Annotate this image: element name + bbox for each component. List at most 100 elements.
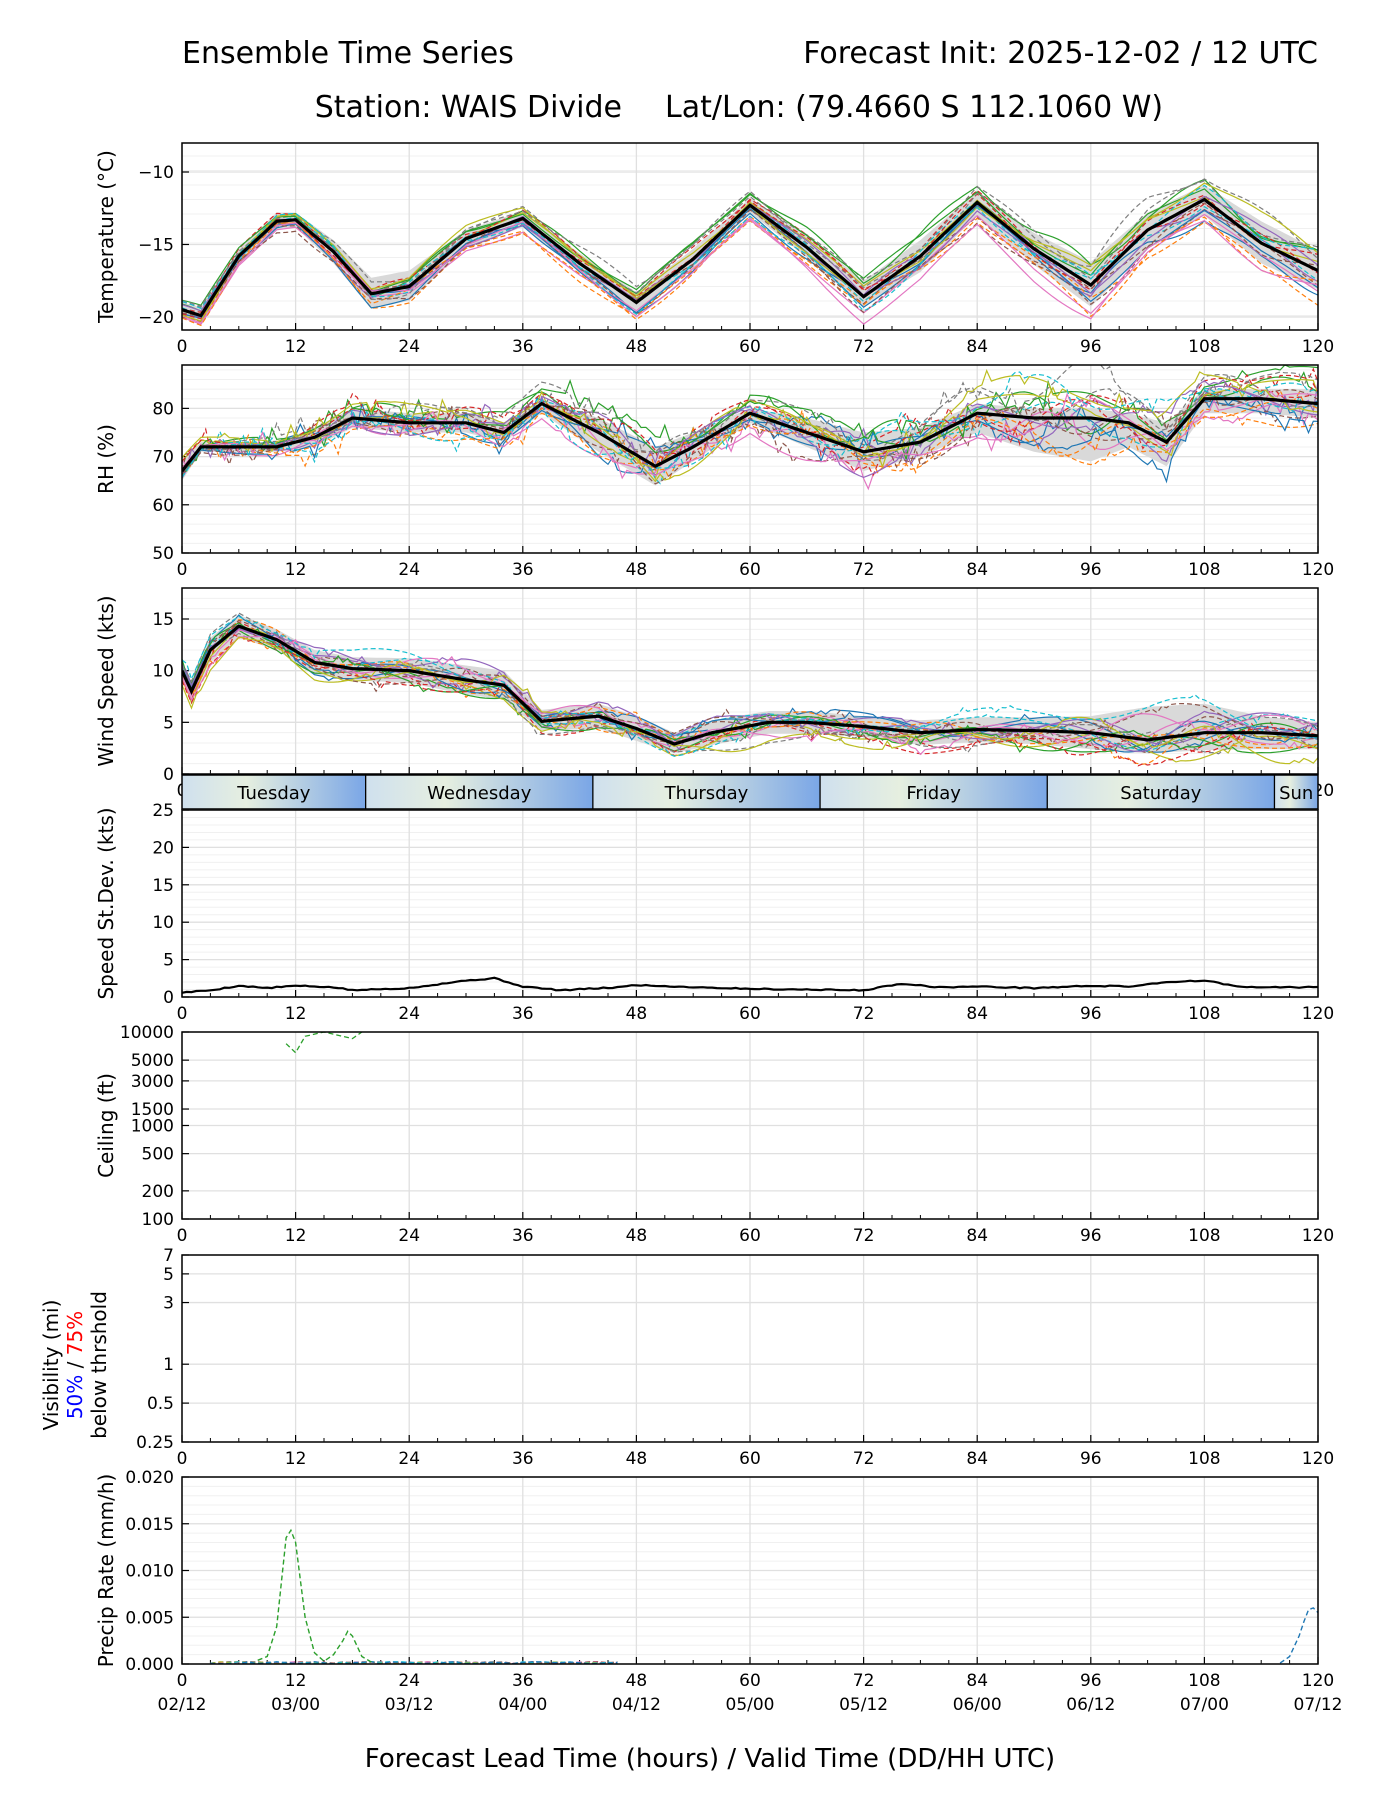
x-tick-label: 96 [1080,337,1102,357]
x-tick-label: 0 [177,1004,188,1024]
x-tick-label: 60 [739,1449,761,1469]
ensemble-member-line [182,178,1318,307]
x-tick-label: 84 [966,1004,988,1024]
valid-time-label: 03/12 [385,1695,434,1715]
ensemble-member-line [182,637,1318,750]
ensemble-member-line [182,193,1318,320]
y-tick-label: 50 [152,544,174,564]
ensemble-member-line [182,623,1318,754]
x-tick-label: 96 [1080,1671,1102,1691]
day-segment [592,775,821,809]
y-tick-label: 10000 [120,1023,174,1043]
visibility-sep: / [63,1355,87,1374]
y-tick-label: −20 [138,308,174,328]
y-tick-label: 5000 [131,1051,174,1071]
day-label: Wednesday [427,783,532,804]
valid-time-label: 04/12 [612,1695,661,1715]
x-tick-label: 72 [853,1226,875,1246]
ensemble-member-line [182,390,1318,477]
x-tick-label: 84 [966,1449,988,1469]
day-segment [182,775,366,809]
y-tick-label: 25 [152,801,174,821]
y-tick-label: −10 [138,163,174,183]
y-axis-label: RH (%) [94,424,118,494]
std-dev-line [181,976,1319,994]
valid-time-label: 04/00 [498,1695,547,1715]
x-tick-label: 12 [285,1449,307,1469]
day-label: Tuesday [236,783,311,804]
visibility-ylabel: Visibility (mi) 50% / 75% below thrshold [39,1291,111,1439]
panel-frame [181,1031,1319,1220]
y-tick-label: 5 [163,1265,174,1285]
precip-member-trace [210,1661,618,1665]
day-label: Friday [906,783,961,804]
station-label: Station: WAIS Divide [315,90,622,125]
y-axis-label: Speed St.Dev. (kts) [94,807,118,999]
x-tick-label: 96 [1080,1226,1102,1246]
x-tick-label: 108 [1188,1226,1220,1246]
valid-time-label: 05/00 [726,1695,775,1715]
y-tick-label: 0 [163,765,174,785]
x-tick-label: 24 [398,1004,420,1024]
y-tick-label: 10 [152,913,174,933]
y-tick-label: 60 [152,496,174,516]
y-tick-label: 1500 [131,1100,174,1120]
valid-time-label: 06/12 [1066,1695,1115,1715]
x-tick-label: 0 [177,1449,188,1469]
x-tick-label: 12 [285,1226,307,1246]
ensemble-member-line [182,627,1318,752]
precip-series-member-green [257,1528,372,1663]
panel-frame [181,1476,1319,1665]
ensemble-member-line [182,625,1318,752]
panel-relative_humidity: 0 12 24 36 48 60 72 84 96 108 120 50 60 70 80 RH (%) [94,364,1334,580]
y-tick-label: 200 [142,1182,174,1202]
panels: 0 12 24 36 48 60 72 84 96 108 120−20−15−10Temperat… [94,142,1343,1715]
day-label: Saturday [1120,783,1201,804]
y-axis-label: Precip Rate (mm/h) [94,1474,118,1668]
y-tick-label: 0.5 [147,1394,174,1414]
y-tick-label: 1 [163,1355,174,1375]
x-tick-label: 84 [966,560,988,580]
x-tick-label: 60 [739,1226,761,1246]
x-tick-label: 48 [626,1004,648,1024]
ensemble-member-line [182,204,1318,319]
x-tick-label: 108 [1188,560,1220,580]
y-tick-label: 5 [163,951,174,971]
x-tick-label: 24 [398,337,420,357]
ensemble-member-line [182,184,1318,315]
panel-speed_std_dev: 0 12 24 36 48 60 72 84 96 108 120 0 5 10 15 20 25 Speed S… [94,801,1334,1024]
precip-series-member-blue [1279,1607,1319,1664]
day-segment [820,775,1048,809]
x-tick-label: 120 [1302,1671,1334,1691]
x-tick-label: 0 [177,560,188,580]
x-tick-label: 0 [177,337,188,357]
y-tick-label: 3000 [131,1072,174,1092]
ensemble-member-line [182,392,1318,471]
visibility-ylabel-pct: 50% / 75% [63,1311,87,1419]
x-tick-label: 120 [1302,1449,1334,1469]
ensemble-member-line [182,217,1318,325]
x-tick-label: 48 [626,337,648,357]
visibility-ylabel-sub: below thrshold [87,1291,111,1439]
x-tick-label: 24 [398,1226,420,1246]
ensemble-member-line [182,373,1318,477]
ensemble-member-line [182,371,1318,473]
title-left: Ensemble Time Series [182,36,514,71]
y-tick-label: 0.020 [125,1468,174,1488]
y-axis-label: Temperature (°C) [94,150,118,324]
x-tick-label: 108 [1188,337,1220,357]
panel-frame [181,587,1319,775]
x-tick-label: 24 [398,1449,420,1469]
x-tick-label: 96 [1080,1004,1102,1024]
ensemble-member-line [182,619,1318,745]
ensemble-member-line [182,379,1318,479]
x-tick-label: 60 [739,560,761,580]
x-tick-label: 108 [1188,1671,1220,1691]
valid-time-label: 07/00 [1180,1695,1229,1715]
x-tick-label: 72 [853,337,875,357]
y-tick-label: 15 [152,876,174,896]
ensemble-member-line [182,622,1318,753]
panel-wind_speed: 01224364860728496108120051015Wind Speed … [94,587,1334,801]
x-tick-label: 72 [853,1671,875,1691]
